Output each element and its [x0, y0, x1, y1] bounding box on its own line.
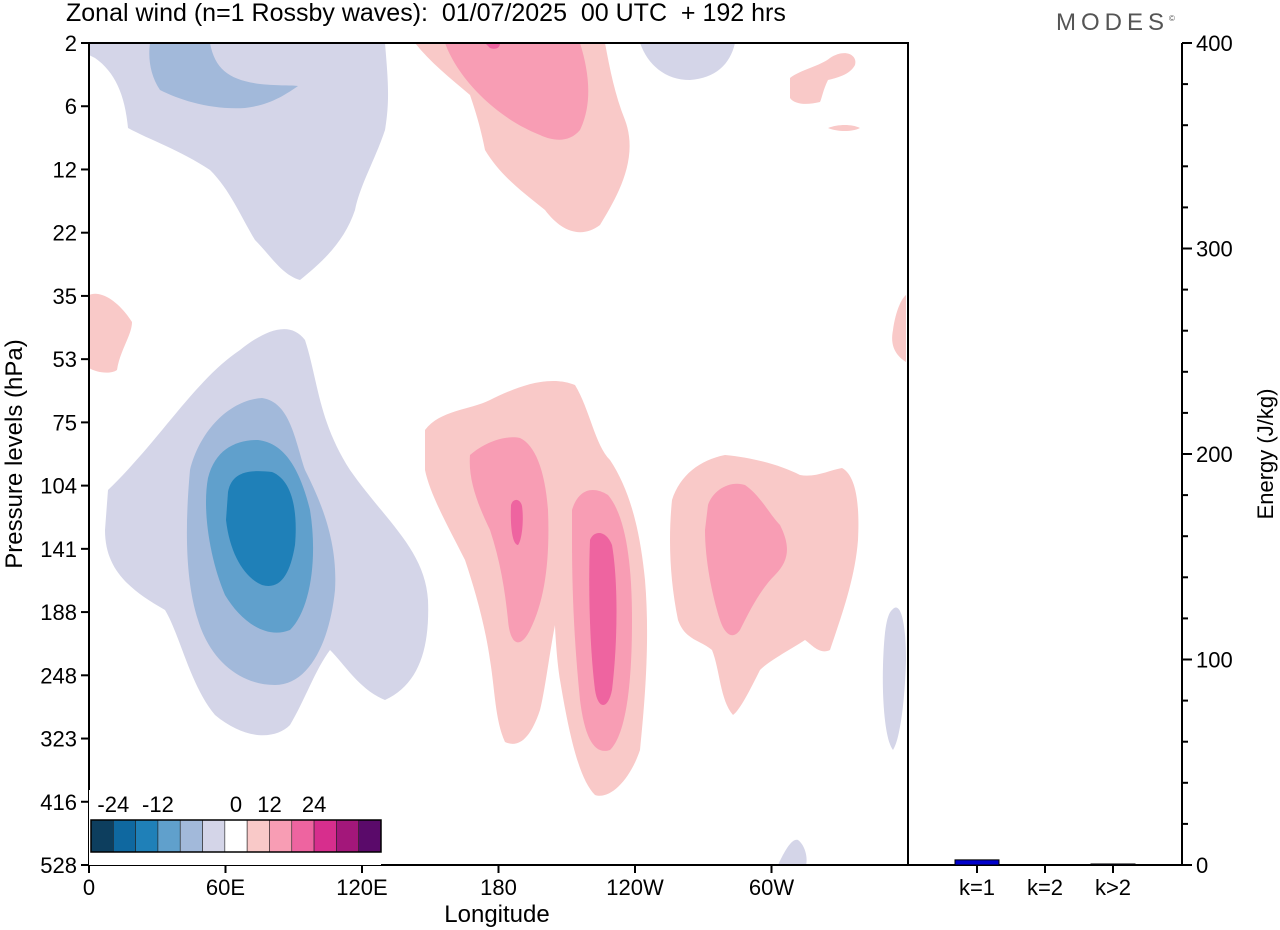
x-tick-label: 60E	[206, 875, 245, 900]
colorbar-swatch	[179, 819, 203, 853]
contour-neg-bottom	[778, 839, 807, 865]
contour-pos-upper-east-2	[828, 125, 860, 131]
y-tick-label: 141	[40, 537, 77, 562]
energy-tick-label: 100	[1196, 648, 1233, 673]
contour-neg-right-edge	[882, 607, 906, 750]
chart-title: Zonal wind (n=1 Rossby waves): 01/07/202…	[66, 0, 786, 27]
y-tick-label: 6	[65, 94, 77, 119]
energy-tick-label: 200	[1196, 442, 1233, 467]
colorbar-tick-label: 12	[257, 792, 281, 817]
contour-pos-central-3b	[589, 533, 617, 705]
energy-bars	[954, 859, 1136, 866]
energy-tick-label: 0	[1196, 853, 1208, 878]
energy-x-axis: k=1 k=2 k>2	[959, 865, 1131, 900]
colorbar-swatch	[246, 819, 270, 853]
energy-y-axis: 0 100 200 300 400	[1182, 31, 1233, 878]
colorbar-frame	[90, 819, 382, 853]
contour-neg-level4	[226, 471, 296, 586]
colorbar-swatch	[157, 819, 181, 853]
colorbar-labels: -24 -12 0 12 24	[97, 792, 326, 817]
y-tick-label: 22	[53, 221, 77, 246]
y-tick-label: 528	[40, 853, 77, 878]
brand-logo: MODES©	[1056, 9, 1175, 36]
x-axis: 0 60E 120E 180 120W 60W	[83, 865, 794, 900]
y-tick-label: 188	[40, 600, 77, 625]
y-tick-label: 12	[53, 157, 77, 182]
colorbar-swatch	[336, 819, 359, 853]
contour-panel: 2 6 12 22 35 53 75 104 141 188 248 323 416 528 0 60E 12…	[1, 31, 909, 928]
contour-neg-upper-2	[149, 43, 298, 109]
x-tick-label: 120E	[336, 875, 387, 900]
energy-x-tick-label: k>2	[1095, 875, 1131, 900]
colorbar-swatch	[291, 819, 315, 853]
y-tick-label: 53	[53, 347, 77, 372]
energy-x-tick-label: k=2	[1027, 875, 1063, 900]
y-tick-label: 75	[53, 410, 77, 435]
x-tick-label: 60W	[749, 875, 794, 900]
colorbar-swatch	[313, 819, 337, 853]
y-tick-label: 416	[40, 790, 77, 815]
energy-panel: 0 100 200 300 400 k=1 k=2 k>2 Energy (J/kg)	[908, 31, 1278, 900]
contour-pos-upper-3	[485, 43, 500, 49]
y-axis: 2 6 12 22 35 53 75 104 141 188 248 323 416 528	[40, 31, 89, 878]
contour-neg-upper	[89, 43, 389, 280]
colorbar: -24 -12 0 12 24	[89, 790, 382, 865]
x-axis-label: Longitude	[444, 901, 549, 928]
colorbar-swatch	[202, 819, 226, 853]
y-tick-label: 323	[40, 727, 77, 752]
contour-pos-east-2	[705, 483, 787, 636]
colorbar-swatch	[269, 819, 293, 853]
colorbar-tick-label: -12	[142, 792, 174, 817]
colorbar-swatch	[224, 819, 248, 853]
colorbar-swatch	[135, 819, 159, 853]
x-tick-label: 180	[480, 875, 517, 900]
y-tick-label: 2	[65, 31, 77, 56]
energy-bar	[954, 859, 1000, 866]
contour-neg-upper-east	[640, 43, 735, 80]
energy-tick-label: 400	[1196, 31, 1233, 56]
energy-bar	[1090, 863, 1136, 866]
colorbar-swatch	[90, 819, 114, 853]
x-tick-label: 120W	[606, 875, 664, 900]
colorbar-swatch	[113, 819, 136, 853]
y-axis-label: Pressure levels (hPa)	[1, 339, 28, 568]
energy-axis-label: Energy (J/kg)	[1253, 389, 1278, 520]
contour-pos-upper-2	[445, 43, 589, 140]
contour-pos-central-3a	[510, 499, 523, 545]
contour-pos-right-edge	[892, 295, 906, 362]
colorbar-swatch	[358, 819, 382, 853]
contour-pos-central-2a	[469, 437, 549, 643]
x-tick-label: 0	[83, 875, 95, 900]
y-tick-label: 248	[40, 663, 77, 688]
energy-x-tick-label: k=1	[959, 875, 995, 900]
energy-tick-label: 300	[1196, 237, 1233, 262]
contour-pos-upper-east	[790, 53, 856, 104]
y-tick-label: 104	[40, 474, 77, 499]
colorbar-boxes	[90, 819, 382, 853]
y-tick-label: 35	[53, 284, 77, 309]
colorbar-tick-label: -24	[97, 792, 129, 817]
colorbar-tick-label: 0	[230, 792, 242, 817]
contour-pos-left-edge	[89, 293, 132, 373]
colorbar-tick-label: 24	[302, 792, 326, 817]
